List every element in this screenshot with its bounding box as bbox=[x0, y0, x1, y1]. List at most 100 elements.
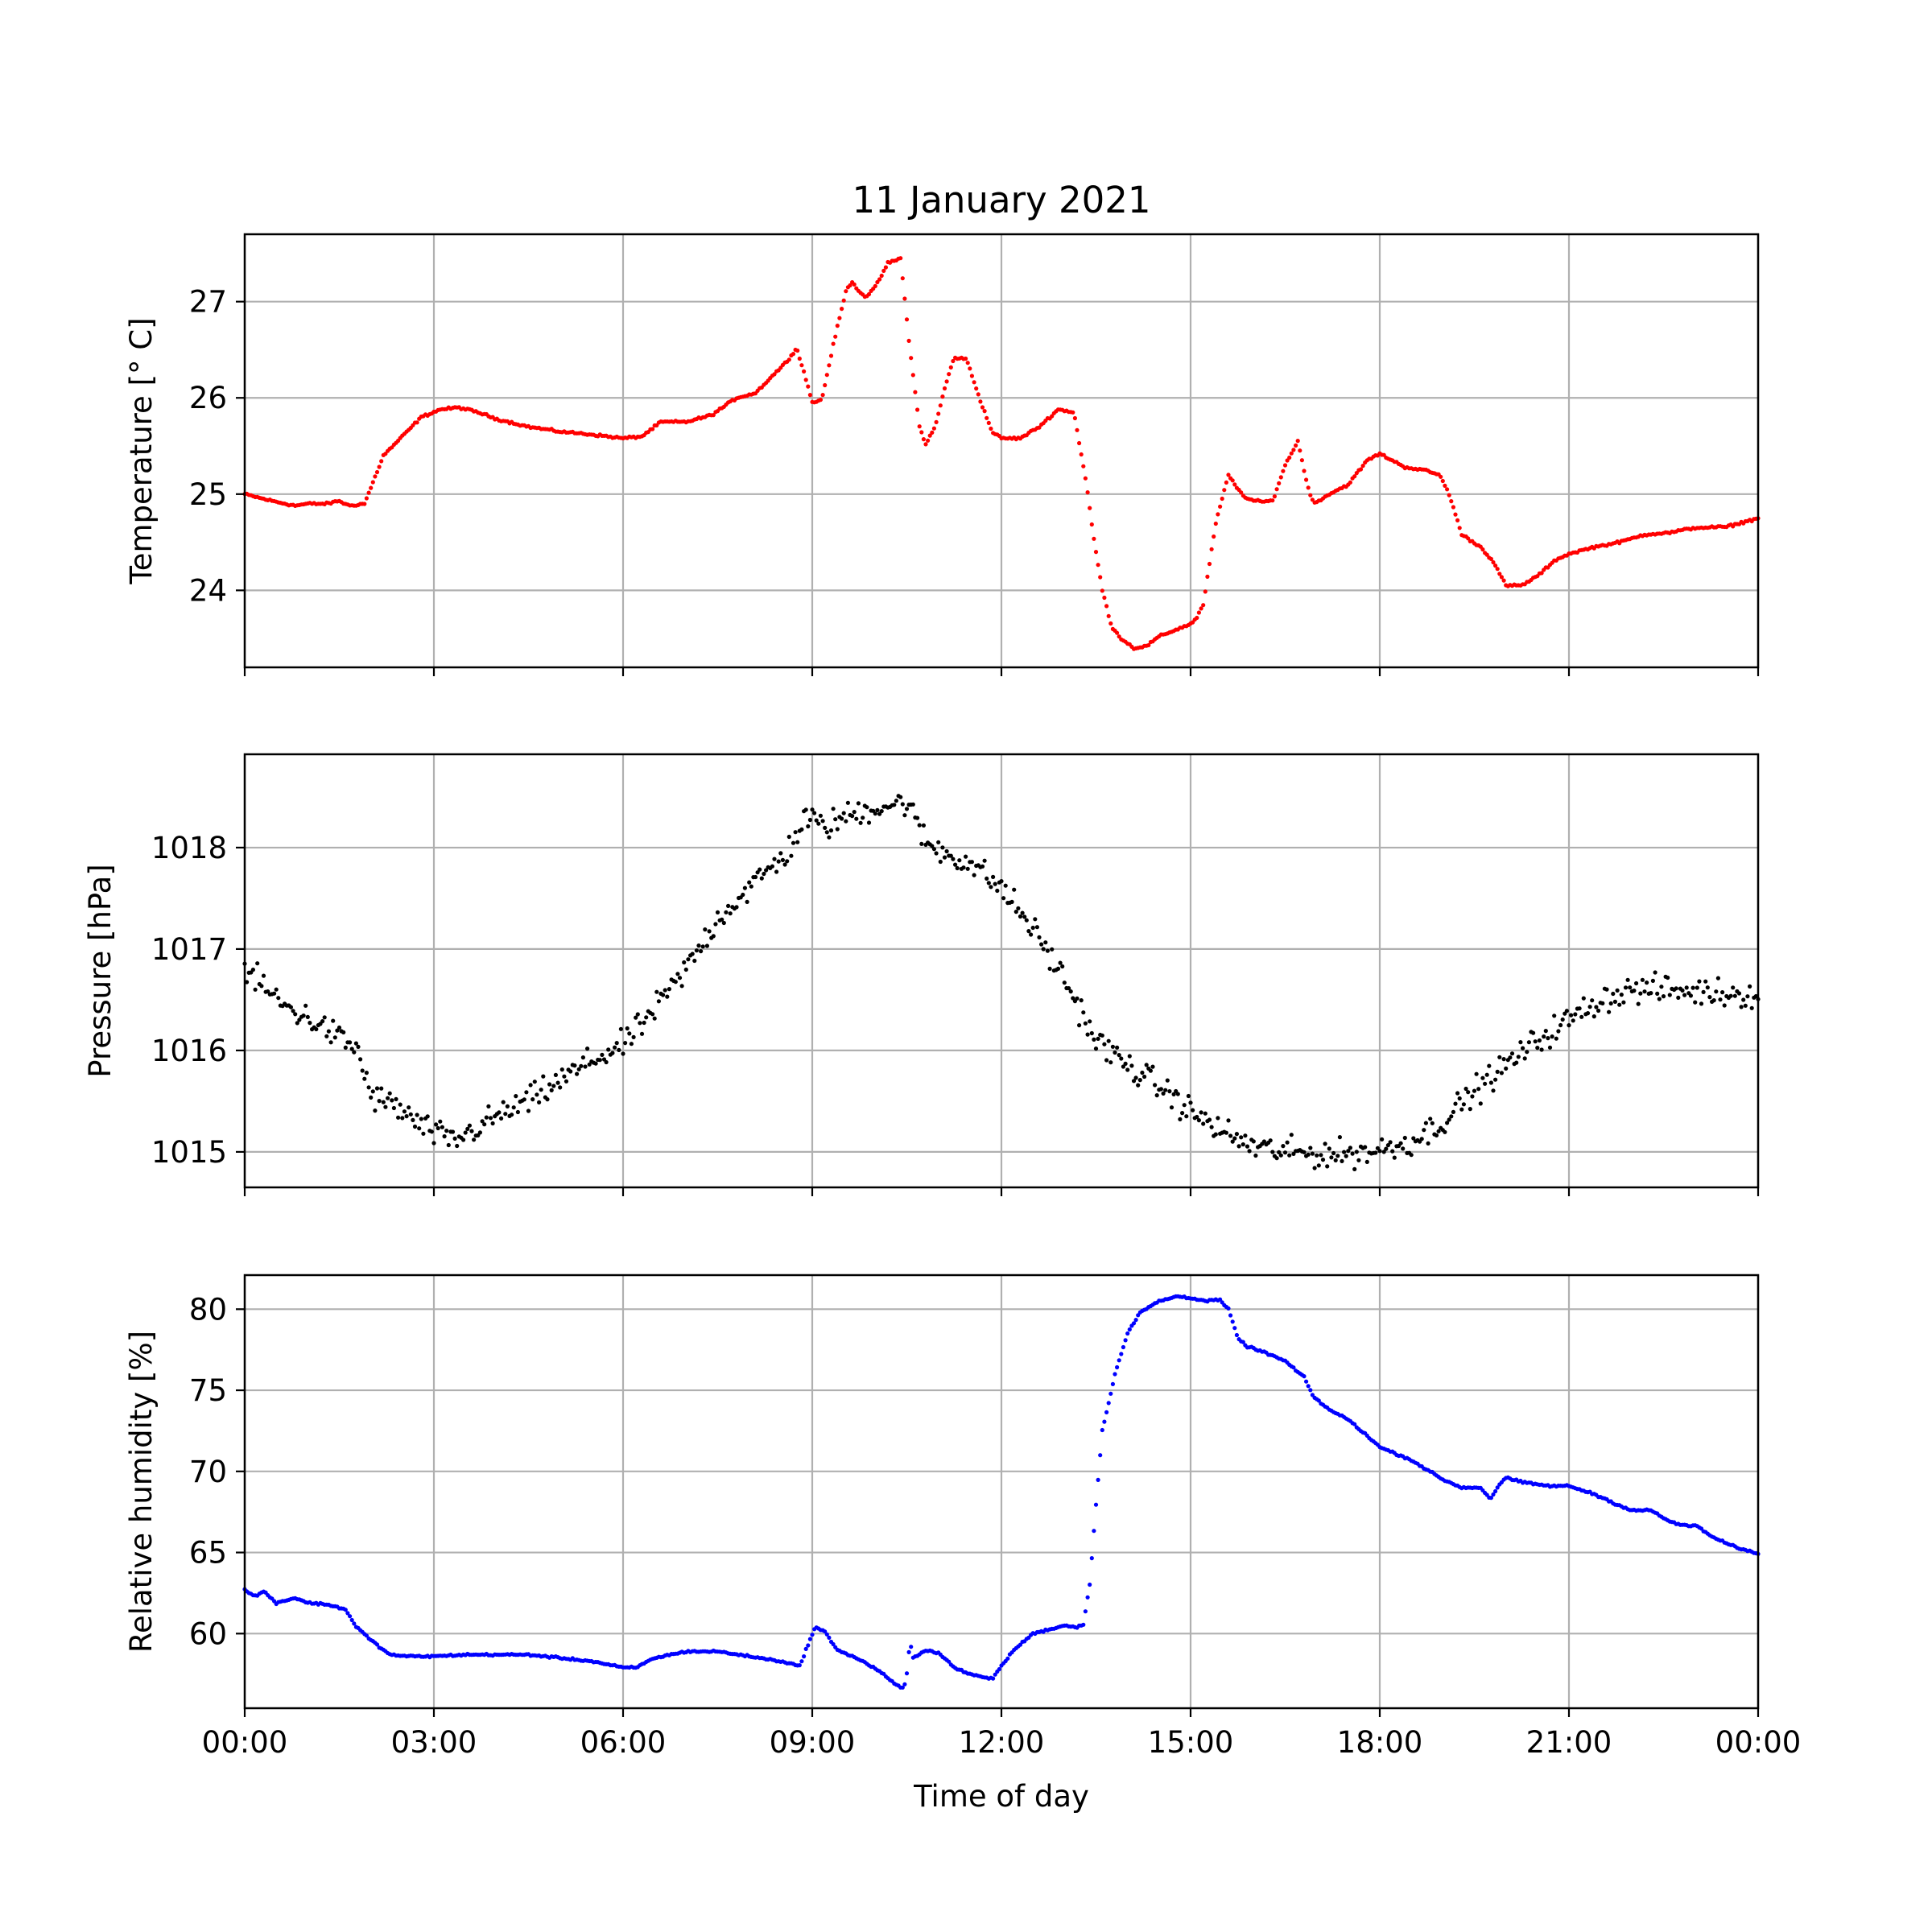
data-point bbox=[1594, 1005, 1599, 1009]
data-point bbox=[1617, 1002, 1622, 1007]
data-point bbox=[921, 823, 926, 828]
data-point bbox=[1169, 1105, 1174, 1110]
data-point bbox=[1285, 1140, 1290, 1145]
data-point bbox=[400, 1116, 405, 1121]
data-point bbox=[1165, 1078, 1170, 1083]
data-point bbox=[1196, 1118, 1201, 1123]
data-point bbox=[873, 283, 877, 288]
data-point bbox=[711, 934, 716, 939]
data-point bbox=[707, 929, 712, 934]
data-point bbox=[1346, 1149, 1351, 1154]
data-point bbox=[1125, 1331, 1130, 1336]
data-point bbox=[1392, 1155, 1397, 1160]
data-point bbox=[919, 841, 924, 846]
x-tick-label: 21:00 bbox=[1526, 1725, 1612, 1760]
data-point bbox=[1697, 979, 1702, 984]
data-point bbox=[455, 1143, 460, 1149]
data-point bbox=[1504, 1066, 1509, 1071]
data-point bbox=[295, 1021, 299, 1026]
data-point bbox=[823, 1629, 828, 1634]
data-point bbox=[621, 1051, 625, 1056]
data-point bbox=[820, 819, 825, 824]
data-point bbox=[1287, 1153, 1292, 1158]
data-point bbox=[345, 1611, 350, 1616]
data-point bbox=[614, 1041, 619, 1046]
data-point bbox=[514, 1094, 518, 1099]
data-point bbox=[1308, 493, 1313, 497]
data-point bbox=[1195, 615, 1199, 621]
data-point bbox=[906, 338, 911, 343]
data-point bbox=[1459, 1107, 1464, 1112]
data-point bbox=[1239, 490, 1244, 495]
data-point bbox=[1315, 1153, 1319, 1158]
data-point bbox=[1325, 1164, 1330, 1169]
data-point bbox=[634, 1015, 638, 1020]
data-point bbox=[1722, 1003, 1727, 1008]
data-point bbox=[1607, 1009, 1612, 1014]
data-point bbox=[866, 820, 872, 825]
data-point bbox=[726, 903, 731, 908]
data-point bbox=[1102, 1419, 1107, 1424]
data-point bbox=[1218, 504, 1223, 509]
y-axis-label: Relative humidity [%] bbox=[124, 1331, 159, 1653]
data-point bbox=[1499, 575, 1504, 580]
data-point bbox=[1684, 985, 1689, 990]
data-point bbox=[1483, 1081, 1488, 1086]
data-point bbox=[1085, 490, 1090, 495]
data-point bbox=[898, 795, 903, 799]
data-point bbox=[421, 1131, 426, 1136]
data-point bbox=[810, 1633, 815, 1637]
data-point bbox=[374, 1086, 380, 1091]
data-point bbox=[1449, 499, 1454, 504]
data-point bbox=[1201, 603, 1206, 608]
data-point bbox=[1274, 1156, 1279, 1161]
data-point bbox=[1430, 1121, 1435, 1125]
data-point bbox=[806, 384, 811, 389]
data-point bbox=[1236, 1144, 1241, 1149]
data-point bbox=[575, 1071, 580, 1076]
data-point bbox=[915, 407, 920, 412]
y-tick-label: 27 bbox=[189, 285, 227, 320]
data-point bbox=[879, 809, 884, 814]
data-point bbox=[1184, 1114, 1189, 1119]
x-tick-label: 06:00 bbox=[580, 1725, 667, 1760]
data-point bbox=[1186, 1093, 1191, 1099]
data-point bbox=[1018, 914, 1023, 919]
panel-3: 60 65 70 75 80 00:00 03:00 06:00 09:00 12:00 15:00… bbox=[124, 1274, 1801, 1760]
data-point bbox=[1188, 1100, 1193, 1105]
data-point bbox=[873, 811, 877, 816]
data-point bbox=[964, 356, 968, 361]
data-point bbox=[858, 820, 863, 825]
data-point bbox=[1428, 1117, 1433, 1121]
data-point bbox=[964, 854, 968, 859]
data-point bbox=[1320, 1158, 1326, 1162]
data-point bbox=[1340, 1158, 1344, 1163]
data-point bbox=[850, 814, 855, 819]
data-point bbox=[1281, 1144, 1286, 1149]
data-point bbox=[673, 980, 678, 985]
data-point bbox=[1743, 1003, 1748, 1008]
data-point bbox=[1567, 1023, 1571, 1028]
data-point bbox=[1516, 1055, 1521, 1059]
data-point bbox=[1623, 985, 1629, 990]
data-point bbox=[1298, 448, 1302, 453]
data-point bbox=[366, 1085, 371, 1090]
data-point bbox=[1104, 1058, 1109, 1063]
data-point bbox=[833, 817, 838, 822]
data-point bbox=[358, 1057, 363, 1062]
data-point bbox=[1224, 480, 1228, 485]
data-point bbox=[1146, 642, 1151, 648]
data-point bbox=[972, 380, 976, 385]
data-point bbox=[253, 987, 258, 992]
data-point bbox=[948, 365, 953, 369]
data-point bbox=[1081, 1010, 1086, 1015]
data-point bbox=[1661, 994, 1666, 999]
data-point bbox=[1690, 985, 1695, 990]
data-point bbox=[1291, 1151, 1296, 1156]
data-point bbox=[840, 307, 844, 312]
data-point bbox=[484, 1115, 489, 1120]
data-point bbox=[942, 855, 947, 860]
data-point bbox=[1731, 985, 1736, 990]
data-point bbox=[1312, 1166, 1317, 1170]
